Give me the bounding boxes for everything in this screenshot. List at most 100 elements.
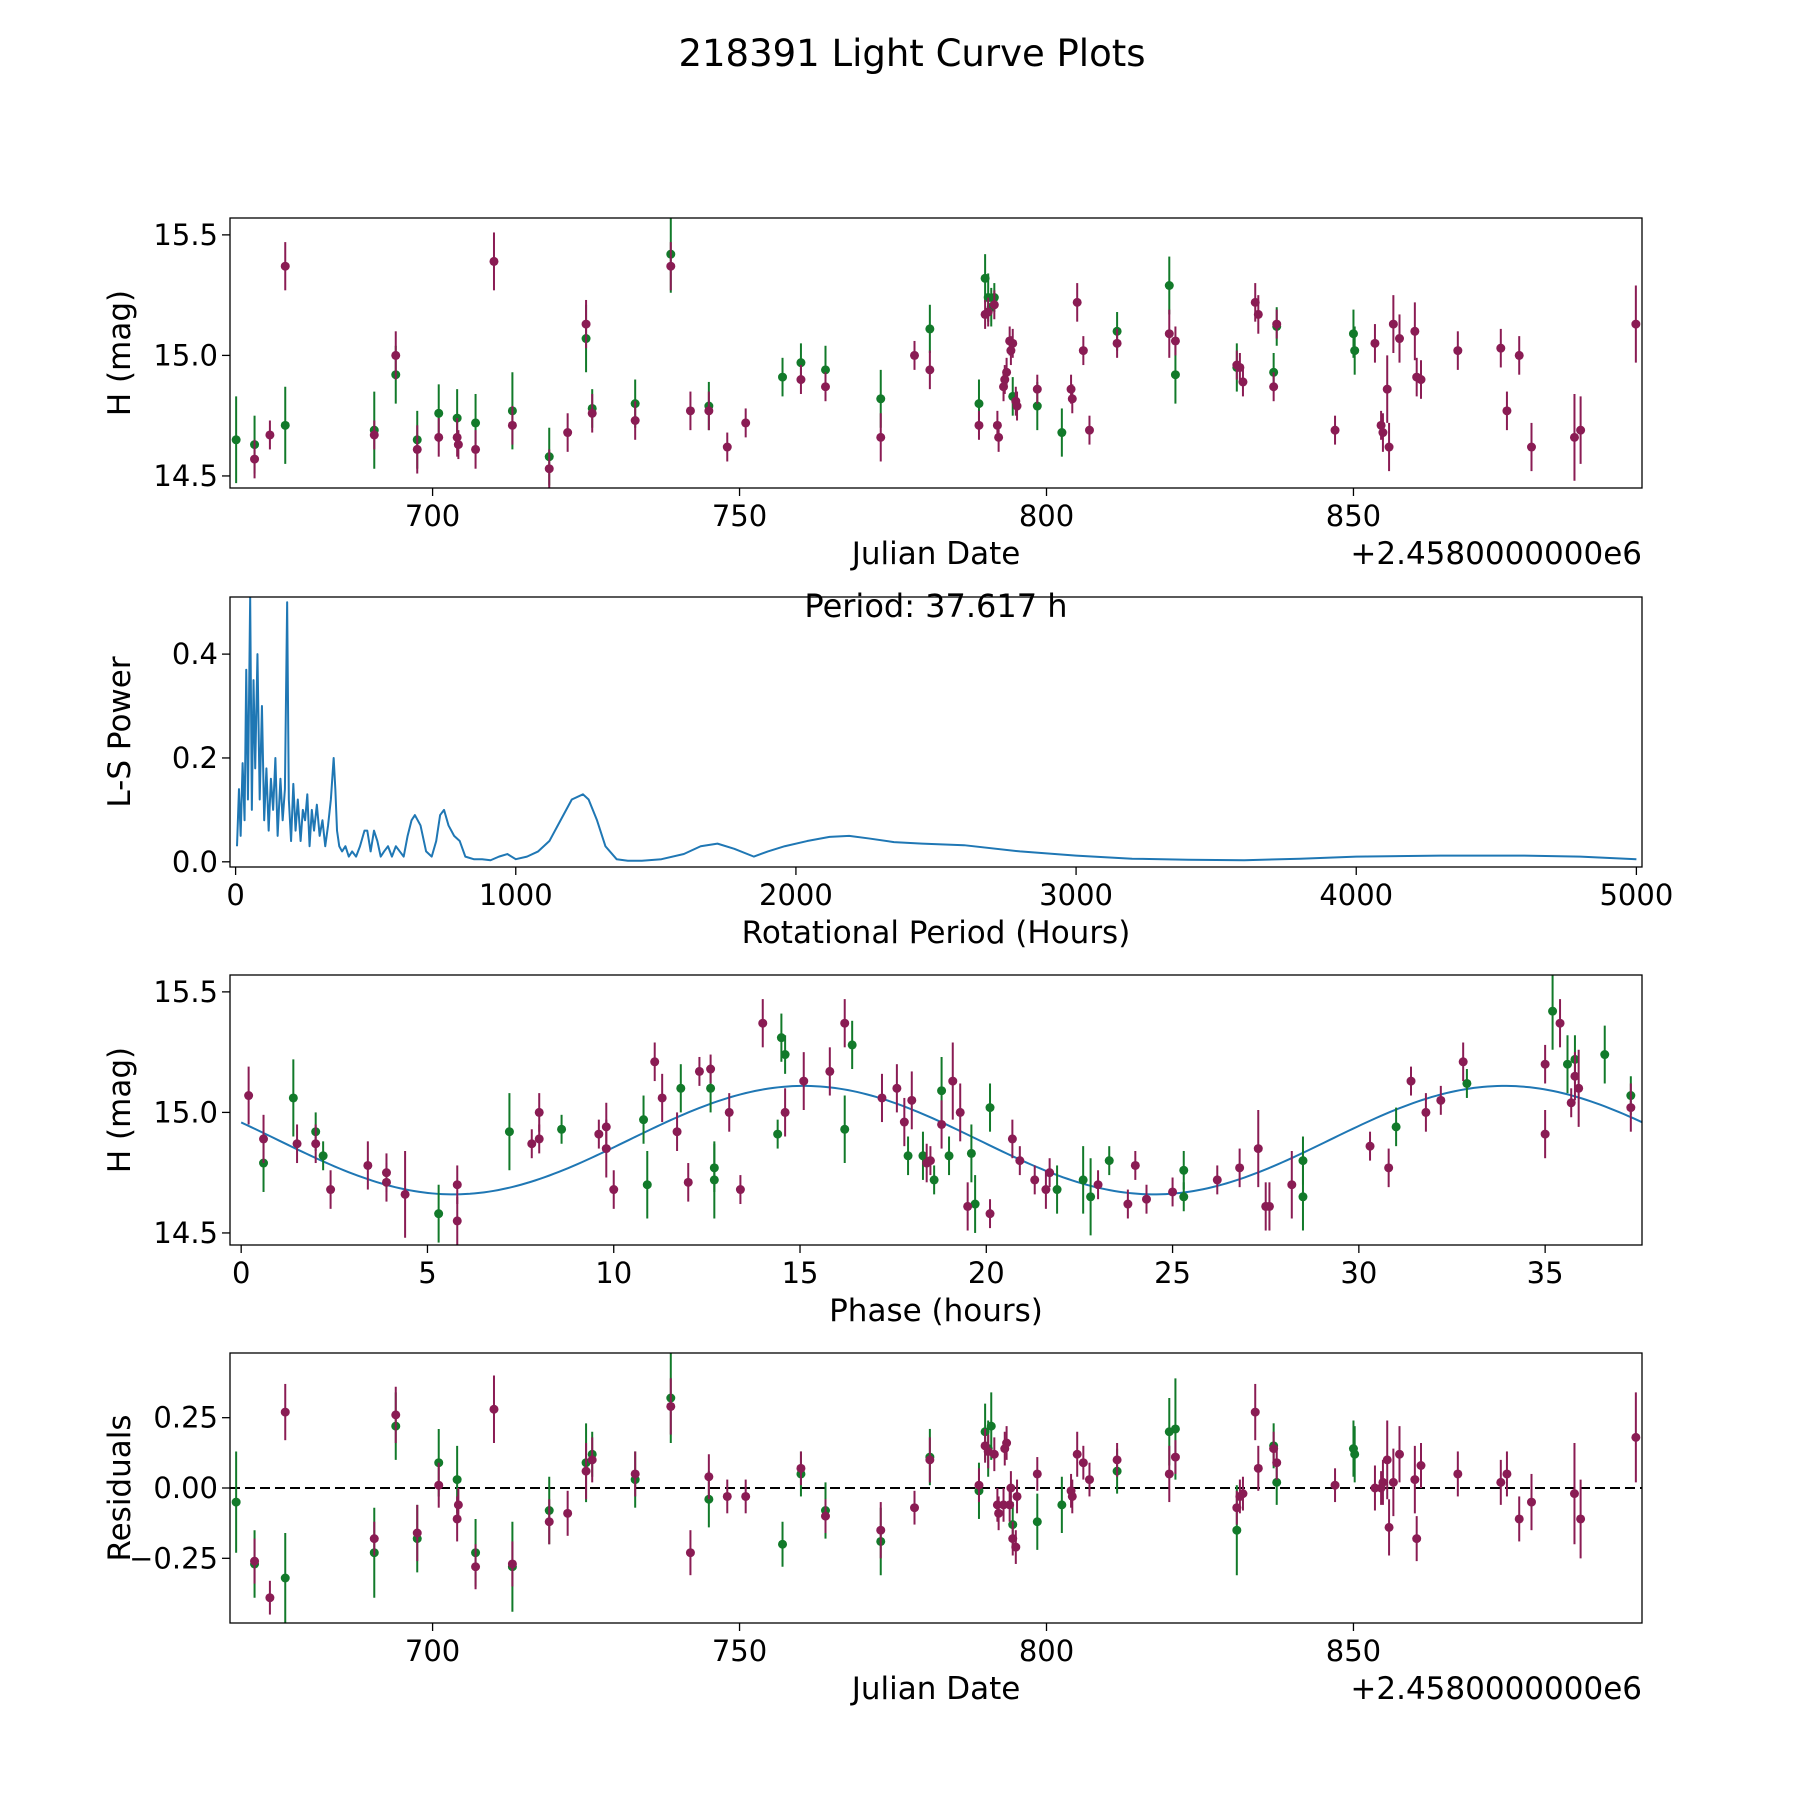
maroon-data-point — [1526, 1497, 1536, 1507]
maroon-data-point — [685, 406, 695, 416]
y-tick-label: −0.25 — [129, 1541, 218, 1575]
green-data-point — [966, 1148, 976, 1158]
maroon-data-point — [1496, 1477, 1506, 1487]
maroon-data-point — [1253, 309, 1263, 319]
maroon-data-point — [985, 1209, 995, 1219]
maroon-data-point — [758, 1018, 768, 1028]
maroon-data-point — [630, 1469, 640, 1479]
maroon-data-point — [434, 432, 444, 442]
maroon-data-point — [594, 1129, 604, 1139]
maroon-data-point — [563, 428, 573, 438]
maroon-data-point — [1384, 442, 1394, 452]
green-data-point — [288, 1093, 298, 1103]
green-data-point — [1104, 1156, 1114, 1166]
maroon-data-point — [259, 1134, 269, 1144]
green-data-point — [1179, 1165, 1189, 1175]
maroon-data-point — [1453, 346, 1463, 356]
maroon-data-point — [722, 1491, 732, 1501]
green-data-point — [776, 1033, 786, 1043]
maroon-data-point — [1093, 1180, 1103, 1190]
maroon-data-point — [1574, 1083, 1584, 1093]
maroon-data-point — [587, 1455, 597, 1465]
green-data-point — [1272, 1477, 1282, 1487]
maroon-data-point — [563, 1508, 573, 1518]
maroon-data-point — [877, 1093, 887, 1103]
maroon-data-point — [1384, 1163, 1394, 1173]
maroon-data-point — [1170, 1452, 1180, 1462]
maroon-data-point — [955, 1107, 965, 1117]
maroon-data-point — [1130, 1160, 1140, 1170]
maroon-data-point — [1007, 1134, 1017, 1144]
maroon-data-point — [780, 1107, 790, 1117]
maroon-data-point — [1382, 1455, 1392, 1465]
maroon-data-point — [1388, 1477, 1398, 1487]
green-data-point — [847, 1040, 857, 1050]
maroon-data-point — [280, 1407, 290, 1417]
maroon-data-point — [1370, 338, 1380, 348]
maroon-data-point — [899, 1117, 909, 1127]
green-data-point — [1164, 281, 1174, 290]
green-data-point — [974, 399, 984, 409]
maroon-data-point — [704, 1472, 714, 1482]
green-data-point — [1391, 1122, 1401, 1132]
green-data-point — [231, 435, 241, 445]
maroon-data-point — [840, 1018, 850, 1028]
green-data-point — [918, 1151, 928, 1161]
green-data-point — [1057, 1500, 1067, 1510]
maroon-data-point — [1395, 1449, 1405, 1459]
maroon-data-point — [974, 1480, 984, 1490]
green-data-point — [1298, 1192, 1308, 1202]
x-tick-label: 4000 — [1319, 878, 1393, 912]
maroon-data-point — [1253, 1144, 1263, 1154]
maroon-data-point — [534, 1134, 544, 1144]
y-tick-label: 0.2 — [172, 741, 218, 775]
maroon-data-point — [1041, 1185, 1051, 1195]
maroon-data-point — [1170, 336, 1180, 346]
maroon-data-point — [741, 1491, 751, 1501]
maroon-data-point — [1569, 1489, 1579, 1499]
maroon-data-point — [452, 1180, 462, 1190]
maroon-data-point — [799, 1076, 809, 1086]
maroon-data-point — [292, 1139, 302, 1149]
maroon-data-point — [706, 1064, 716, 1074]
green-data-point — [639, 1115, 649, 1125]
x-tick-label: 15 — [782, 1256, 819, 1290]
x-tick-label: 0 — [226, 878, 244, 912]
green-data-point — [1348, 329, 1358, 339]
figure-title: 218391 Light Curve Plots — [678, 32, 1145, 75]
maroon-data-point — [722, 442, 732, 452]
x-tick-label: 700 — [405, 1634, 460, 1668]
x-tick-label: 5 — [418, 1256, 436, 1290]
maroon-data-point — [507, 420, 517, 430]
green-data-point — [434, 1209, 444, 1219]
maroon-data-point — [244, 1091, 254, 1101]
maroon-data-point — [581, 1466, 591, 1476]
plot-area — [236, 597, 1637, 862]
maroon-data-point — [925, 365, 935, 375]
maroon-data-point — [1123, 1199, 1133, 1209]
green-data-point — [318, 1151, 328, 1161]
maroon-data-point — [937, 1119, 947, 1129]
y-tick-label: 15.0 — [153, 338, 218, 372]
maroon-data-point — [471, 1562, 481, 1572]
maroon-data-point — [1164, 329, 1174, 339]
y-tick-label: 15.5 — [153, 218, 218, 252]
maroon-data-point — [1112, 338, 1122, 348]
green-data-point — [840, 1124, 850, 1134]
green-data-point — [1170, 1424, 1180, 1434]
green-data-point — [280, 1573, 290, 1583]
maroon-data-point — [796, 375, 806, 385]
plot-area — [240, 975, 1642, 1245]
lightcurve-plot: 700 750 800 850 14.5 15.0 15.5 Julian Date H (ma… — [102, 217, 1643, 572]
maroon-data-point — [265, 1593, 275, 1603]
maroon-data-point — [1032, 1469, 1042, 1479]
maroon-data-point — [489, 256, 499, 266]
maroon-data-point — [452, 432, 462, 442]
maroon-data-point — [907, 1095, 917, 1105]
y-tick-label: 0.0 — [172, 845, 218, 879]
maroon-data-point — [735, 1185, 745, 1195]
x-axis-label: Julian Date — [850, 536, 1021, 572]
green-data-point — [676, 1083, 686, 1093]
maroon-data-point — [1164, 1469, 1174, 1479]
x-axis-label: Rotational Period (Hours) — [742, 915, 1131, 951]
